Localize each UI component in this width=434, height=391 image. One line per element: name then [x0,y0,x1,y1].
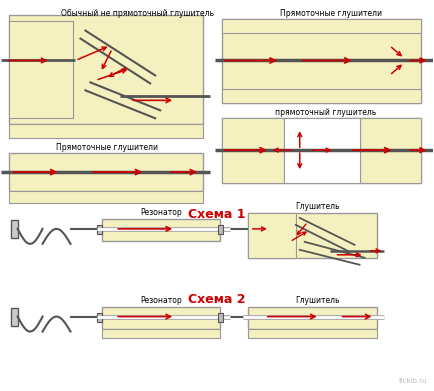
Bar [9,124,203,138]
Bar [248,328,378,339]
Bar [248,213,296,258]
Text: Прямоточные глушители: Прямоточные глушители [56,143,158,152]
Text: прямоточный глушитель: прямоточный глушитель [275,108,376,117]
Bar [284,118,359,183]
Text: flckib.ru: flckib.ru [399,378,427,384]
Bar [97,225,102,234]
Bar [222,19,421,103]
Bar [9,191,203,203]
Text: Глушитель: Глушитель [295,202,339,211]
Bar [218,312,223,321]
Text: Схема 2: Схема 2 [188,292,246,306]
Bar [9,21,73,118]
Bar [359,118,421,183]
Bar [11,220,18,238]
Bar [102,328,220,339]
Bar [9,153,203,191]
Text: Обычный не прямоточный глушитель: Обычный не прямоточный глушитель [60,9,214,18]
Text: Схема 1: Схема 1 [188,208,246,221]
Bar [248,213,378,258]
Bar [9,14,203,124]
Bar [222,19,421,32]
Text: Прямоточные глушители: Прямоточные глушители [280,9,382,18]
Bar [222,90,421,103]
Bar [248,307,378,328]
Bar [11,308,18,326]
Bar [222,118,284,183]
Text: Резонатор: Резонатор [140,296,182,305]
Bar [102,219,220,241]
Text: Резонатор: Резонатор [140,208,182,217]
Bar [97,312,102,321]
Text: Глушитель: Глушитель [295,296,339,305]
Bar [102,307,220,328]
Bar [222,118,421,183]
Bar [218,225,223,234]
